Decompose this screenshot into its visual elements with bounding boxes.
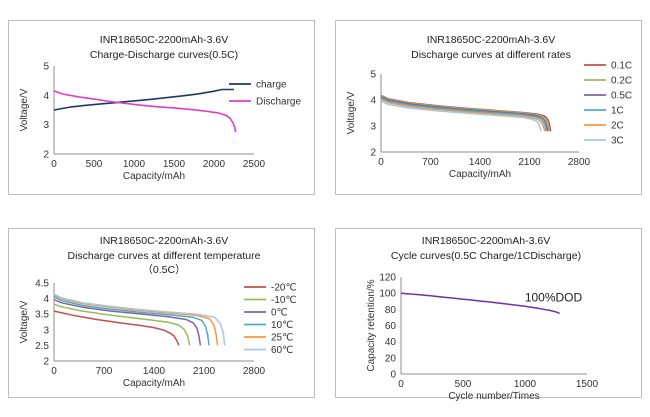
- chart3-y-tick-label: 4: [43, 294, 49, 305]
- chart3-legend-label: 10℃: [271, 320, 293, 331]
- chart4-annotation: 100%DOD: [525, 290, 583, 304]
- chart3-x-tick-label: 2100: [193, 366, 216, 377]
- chart4-y-tick-label: 60: [385, 321, 397, 332]
- chart1-y-axis-label: Voltage/V: [19, 88, 30, 131]
- chart1-series-line-2: [53, 90, 237, 133]
- chart2-series-line-6: [380, 100, 543, 132]
- chart4-y-axis-label: Capacity retention/%: [366, 279, 377, 371]
- chart1-title: INR18650C-2200mAh-3.6V: [100, 34, 228, 46]
- chart4-y-tick-label: 120: [379, 273, 396, 284]
- chart1-x-tick-label: 0: [51, 159, 57, 170]
- chart2-subtitle: Discharge curves at different rates: [411, 49, 571, 61]
- chart1-y-tick-label: 4: [43, 91, 49, 102]
- chart3-subtitle: Discharge curves at different temperatur…: [68, 250, 261, 262]
- chart1-x-tick-label: 2000: [203, 159, 226, 170]
- chart3-legend-label: 60℃: [271, 345, 293, 356]
- chart1-y-tick-label: 3: [43, 120, 49, 131]
- chart2-y-tick-label: 5: [370, 70, 376, 81]
- chart4-y-tick-label: 100: [379, 289, 396, 300]
- chart2-legend-label: 3C: [611, 136, 624, 147]
- chart2-legend-label: 0.1C: [611, 61, 632, 72]
- chart3-series-line-3: [53, 298, 202, 346]
- chart1-x-axis-label: Capacity/mAh: [123, 171, 185, 182]
- chart4-x-tick-label: 500: [455, 379, 472, 390]
- chart-panel-charge-discharge: INR18650C-2200mAh-3.6V Charge-Discharge c…: [8, 20, 315, 195]
- chart3-legend-label: 0℃: [271, 308, 288, 319]
- chart2-y-tick-label: 3: [370, 122, 376, 133]
- chart1-legend-label: Discharge: [256, 97, 301, 108]
- chart4-x-tick-label: 1000: [514, 379, 537, 390]
- chart3-y-tick-label: 2: [43, 357, 49, 368]
- chart2-x-axis-label: Capacity/mAh: [449, 169, 511, 180]
- chart1-x-tick-label: 1000: [123, 159, 146, 170]
- chart3-y-tick-label: 2.5: [35, 341, 49, 352]
- chart2-x-tick-label: 0: [378, 157, 384, 168]
- chart3-subtitle-2: （0.5C）: [142, 264, 185, 276]
- chart-svg-1: INR18650C-2200mAh-3.6V Charge-Discharge c…: [19, 34, 301, 182]
- chart3-series-line-1: [53, 310, 180, 346]
- chart-svg-3: INR18650C-2200mAh-3.6V Discharge curves a…: [19, 235, 297, 389]
- chart4-x-tick-label: 1500: [576, 379, 599, 390]
- chart2-x-tick-label: 2100: [518, 157, 541, 168]
- chart2-legend-label: 2C: [611, 121, 624, 132]
- chart2-y-tick-label: 2: [370, 148, 376, 159]
- chart3-legend-label: -10℃: [271, 295, 297, 306]
- chart2-series-line-4: [380, 97, 548, 132]
- chart-panel-discharge-temperature: INR18650C-2200mAh-3.6V Discharge curves a…: [8, 228, 315, 398]
- chart3-legend-label: 25℃: [271, 333, 293, 344]
- chart2-legend-label: 0.5C: [611, 91, 632, 102]
- chart4-title: INR18650C-2200mAh-3.6V: [422, 235, 550, 247]
- chart2-series-line-3: [380, 95, 549, 132]
- chart3-series-line-5: [53, 294, 219, 346]
- chart-svg-2: INR18650C-2200mAh-3.6V Discharge curves a…: [346, 34, 632, 180]
- chart3-series-line-6: [53, 293, 226, 346]
- chart3-y-tick-label: 3: [43, 325, 49, 336]
- chart1-subtitle: Charge-Discharge curves(0.5C): [90, 49, 238, 61]
- chart3-y-tick-label: 3.5: [35, 310, 49, 321]
- chart2-x-tick-label: 2800: [568, 157, 591, 168]
- chart4-y-tick-label: 40: [385, 337, 397, 348]
- chart-panel-discharge-rates: INR18650C-2200mAh-3.6V Discharge curves a…: [335, 20, 642, 195]
- chart-panel-cycle-curves: INR18650C-2200mAh-3.6V Cycle curves(0.5C …: [335, 228, 642, 402]
- chart3-x-tick-label: 2800: [243, 366, 266, 377]
- chart2-legend-label: 1C: [611, 106, 624, 117]
- chart3-title: INR18650C-2200mAh-3.6V: [100, 235, 228, 247]
- chart3-y-tick-label: 4.5: [35, 279, 49, 290]
- chart2-legend-label: 0.2C: [611, 76, 632, 87]
- chart3-x-axis-label: Capacity/mAh: [123, 378, 185, 389]
- chart2-y-tick-label: 4: [370, 96, 376, 107]
- chart1-y-tick-label: 2: [43, 150, 49, 161]
- chart2-series-line-2: [380, 95, 551, 132]
- chart3-x-tick-label: 700: [96, 366, 113, 377]
- chart4-subtitle: Cycle curves(0.5C Charge/1CDischarge): [391, 250, 581, 262]
- chart2-x-tick-label: 700: [422, 157, 439, 168]
- chart1-x-tick-label: 1500: [163, 159, 186, 170]
- chart1-series-line-1: [53, 88, 234, 111]
- chart2-x-tick-label: 1400: [469, 157, 492, 168]
- chart3-legend-label: -20℃: [271, 283, 297, 294]
- chart2-series-line-5: [380, 98, 546, 132]
- chart4-y-tick-label: 80: [385, 305, 397, 316]
- chart2-title: INR18650C-2200mAh-3.6V: [427, 34, 555, 46]
- chart4-x-tick-label: 0: [398, 379, 404, 390]
- chart2-y-axis-label: Voltage/V: [346, 91, 357, 134]
- chart1-y-tick-label: 5: [43, 62, 49, 73]
- chart4-x-axis-label: Cycle number/Times: [448, 391, 539, 402]
- chart1-legend-label: charge: [256, 80, 287, 91]
- chart4-y-tick-label: 20: [385, 353, 397, 364]
- chart3-y-axis-label: Voltage/V: [19, 300, 30, 343]
- chart1-x-tick-label: 500: [86, 159, 103, 170]
- chart-svg-4: INR18650C-2200mAh-3.6V Cycle curves(0.5C …: [366, 235, 599, 402]
- chart3-series-line-2: [53, 303, 191, 346]
- chart3-x-tick-label: 1400: [143, 366, 166, 377]
- chart3-series-line-4: [53, 296, 210, 346]
- chart4-series-line-1: [400, 292, 560, 315]
- chart4-y-tick-label: 0: [390, 370, 396, 381]
- chart1-x-tick-label: 2500: [243, 159, 266, 170]
- chart3-x-tick-label: 0: [51, 366, 57, 377]
